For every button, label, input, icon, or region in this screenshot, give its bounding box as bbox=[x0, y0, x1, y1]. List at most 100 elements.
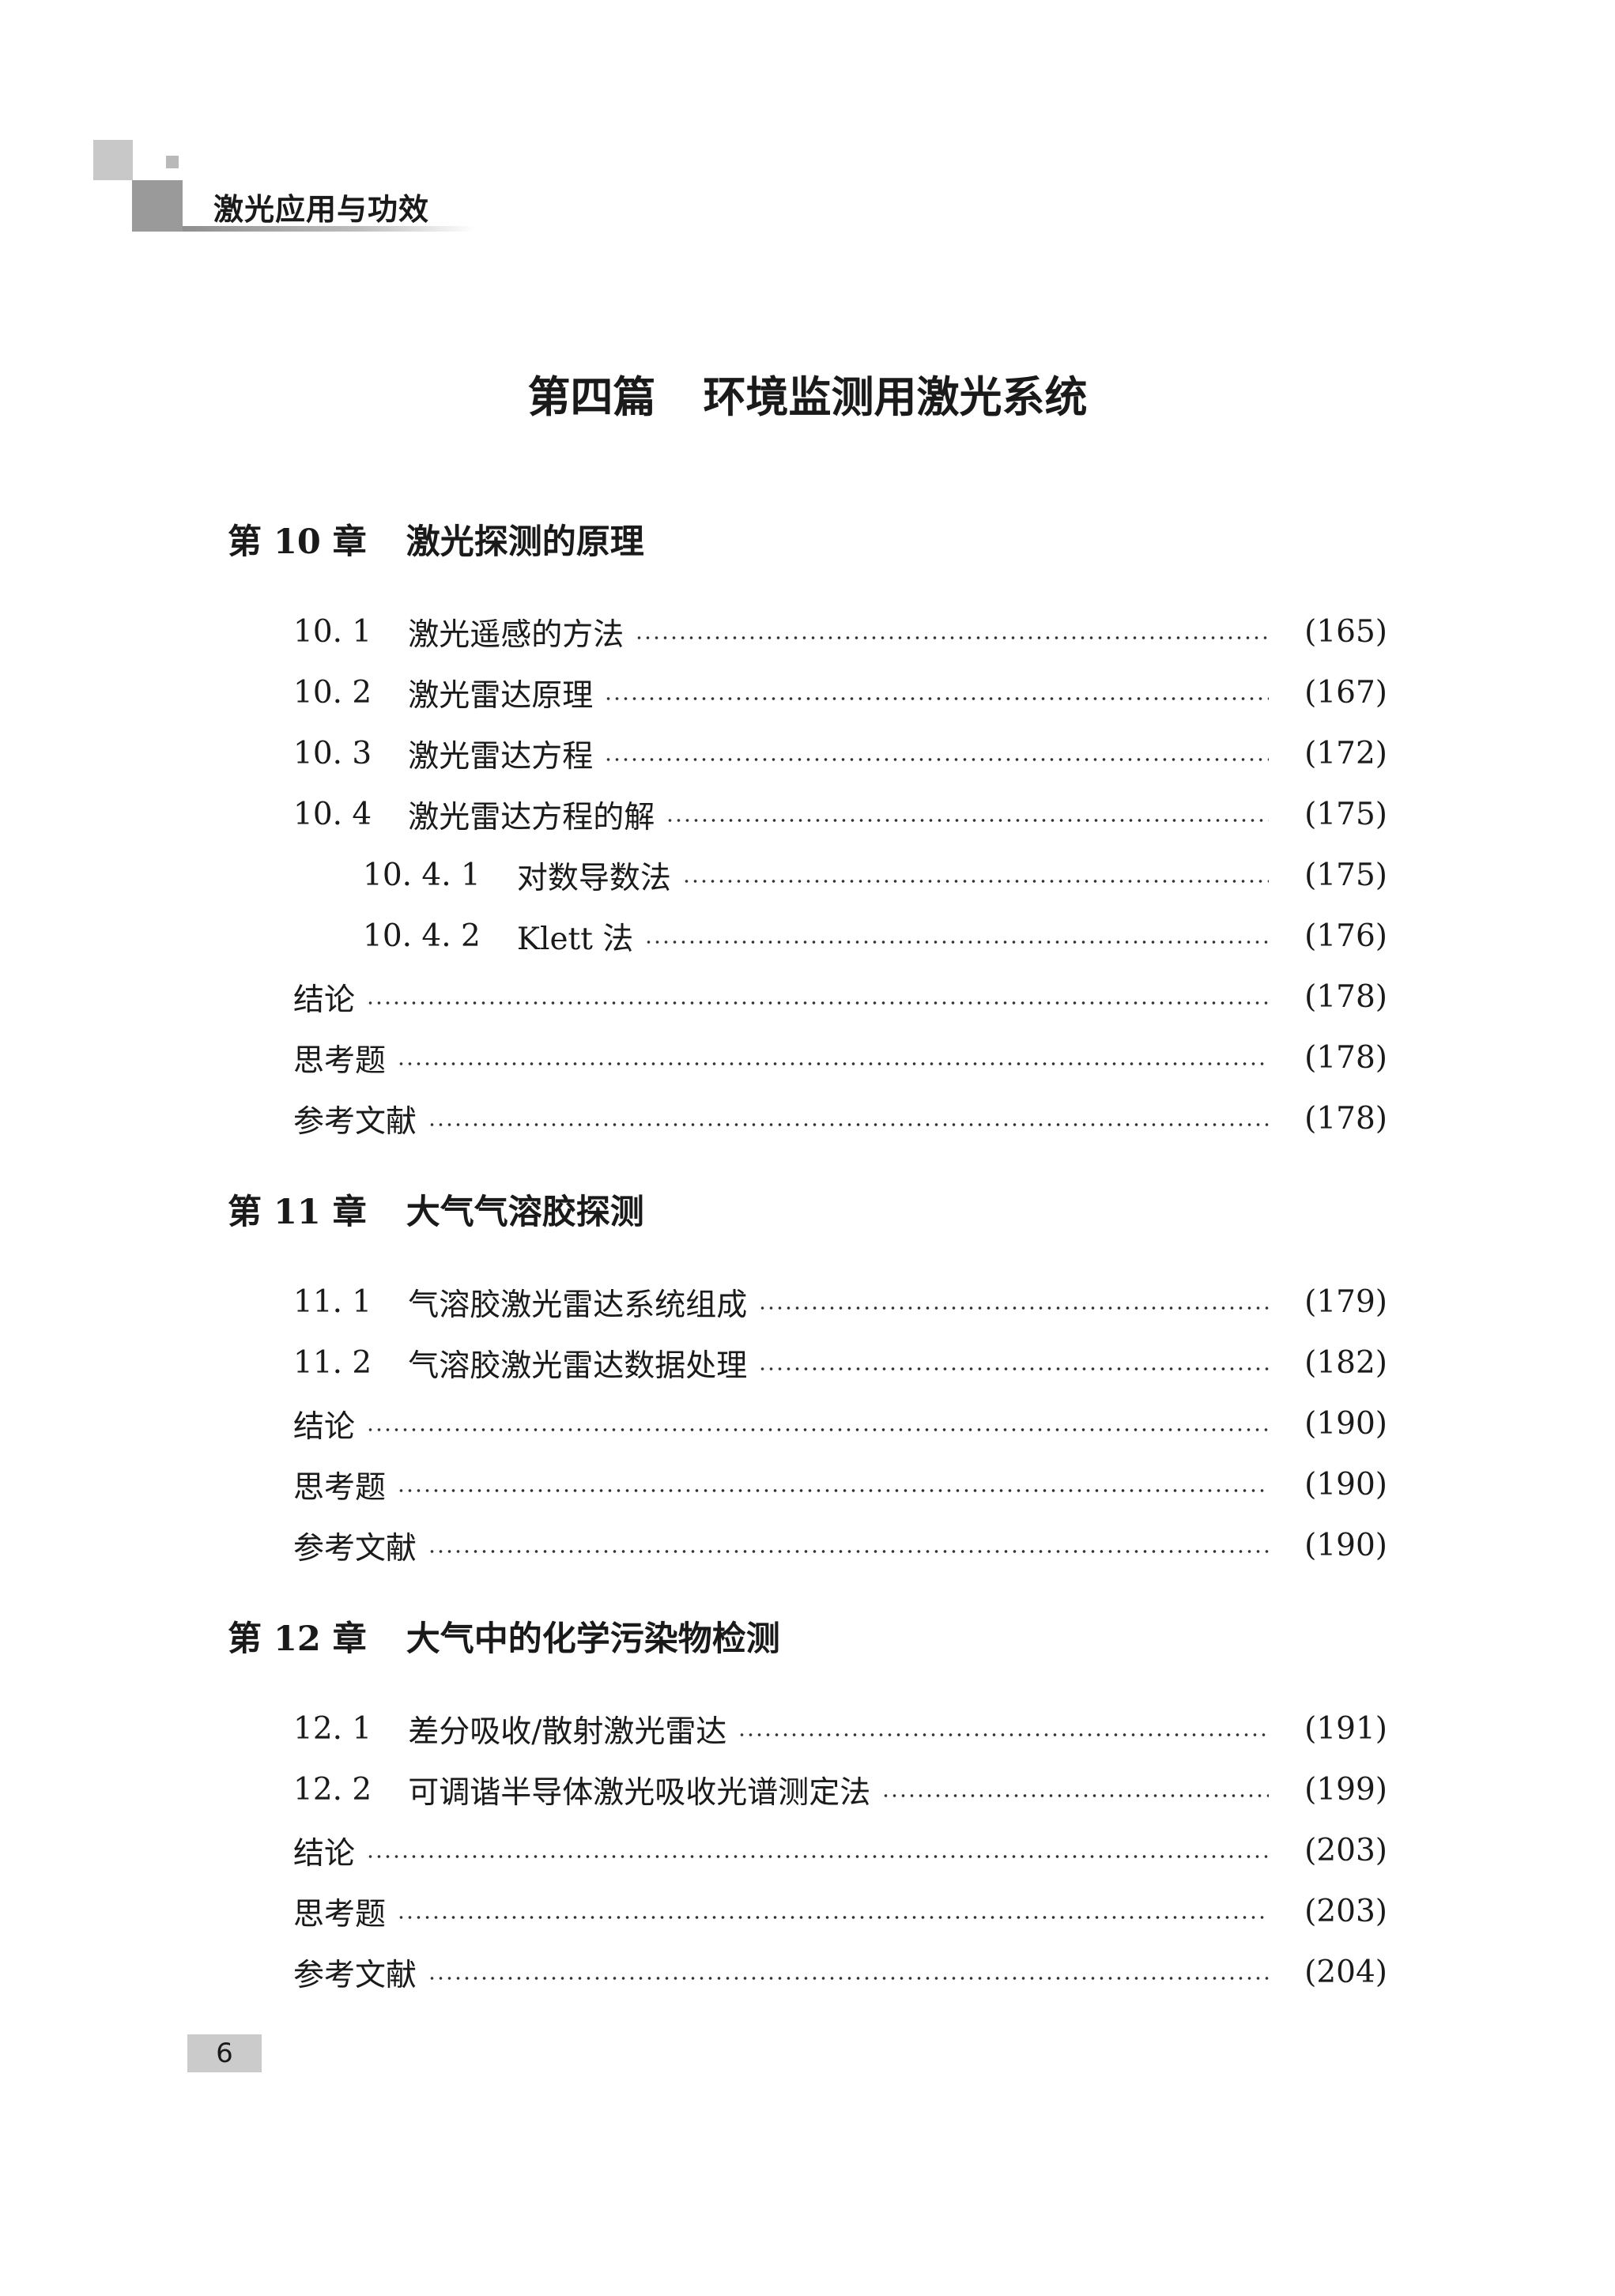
chapter-heading[interactable]: 第 11 章大气气溶胶探测 bbox=[0, 1182, 1615, 1243]
entry-title: 参考文献 bbox=[293, 1957, 417, 1993]
section-number: 10. 4. 2 bbox=[363, 918, 481, 954]
entry-title: 对数导数法 bbox=[516, 860, 671, 896]
entry-title: 气溶胶激光雷达数据处理 bbox=[408, 1348, 748, 1384]
entry-title: 激光雷达方程 bbox=[408, 738, 594, 775]
toc-entry[interactable]: 结论 (203) bbox=[0, 1820, 1387, 1881]
section-number: 10. 3 bbox=[293, 736, 372, 771]
section-number: 10. 1 bbox=[293, 614, 372, 650]
dot-leader bbox=[881, 1793, 1269, 1798]
dot-leader bbox=[635, 635, 1269, 640]
entry-page: (203) bbox=[1304, 1833, 1387, 1868]
chapter-label: 第 10 章 bbox=[228, 522, 367, 562]
toc-entry[interactable]: 结论 (178) bbox=[0, 967, 1387, 1027]
entry-page: (165) bbox=[1304, 614, 1387, 650]
entry-page: (178) bbox=[1304, 1101, 1387, 1137]
chapter-title: 激光探测的原理 bbox=[406, 522, 644, 562]
toc-entry[interactable]: 10. 1 激光遥感的方法 (165) bbox=[0, 601, 1387, 662]
section-number: 10. 4. 1 bbox=[363, 858, 481, 893]
toc-entry[interactable]: 结论 (190) bbox=[0, 1393, 1387, 1454]
entry-title: 激光雷达方程的解 bbox=[408, 799, 655, 835]
entry-title: 激光遥感的方法 bbox=[408, 616, 624, 653]
toc-entry[interactable]: 11. 1 气溶胶激光雷达系统组成 (179) bbox=[0, 1272, 1387, 1333]
entry-title: 激光雷达原理 bbox=[408, 677, 594, 714]
toc-entry[interactable]: 10. 4. 1 对数导数法 (175) bbox=[0, 845, 1387, 906]
toc-entry[interactable]: 参考文献 (204) bbox=[0, 1942, 1387, 2003]
header-decoration-square bbox=[93, 140, 133, 180]
toc-entry[interactable]: 思考题 (178) bbox=[0, 1027, 1387, 1088]
chapter-title: 大气气溶胶探测 bbox=[406, 1193, 644, 1232]
entry-title: Klett 法 bbox=[516, 921, 634, 957]
entry-page: (199) bbox=[1304, 1772, 1387, 1808]
header-decoration-square-small bbox=[166, 156, 179, 168]
toc-entry[interactable]: 思考题 (203) bbox=[0, 1881, 1387, 1942]
entry-page: (175) bbox=[1304, 858, 1387, 893]
entry-page: (179) bbox=[1304, 1284, 1387, 1320]
dot-leader bbox=[738, 1732, 1269, 1737]
toc-entry[interactable]: 10. 4 激光雷达方程的解 (175) bbox=[0, 784, 1387, 845]
dot-leader bbox=[666, 817, 1269, 823]
dot-leader bbox=[604, 696, 1269, 701]
dot-leader bbox=[758, 1305, 1269, 1310]
dot-leader bbox=[681, 878, 1269, 884]
toc-entry[interactable]: 11. 2 气溶胶激光雷达数据处理 (182) bbox=[0, 1333, 1387, 1393]
toc-entry[interactable]: 参考文献 (178) bbox=[0, 1088, 1387, 1149]
header-rule bbox=[183, 226, 475, 232]
dot-leader bbox=[366, 1853, 1269, 1859]
entry-title: 结论 bbox=[293, 1835, 356, 1872]
entry-page: (175) bbox=[1304, 797, 1387, 832]
entry-page: (191) bbox=[1304, 1711, 1387, 1747]
toc-entry[interactable]: 12. 2 可调谐半导体激光吸收光谱测定法 (199) bbox=[0, 1759, 1387, 1820]
entry-page: (178) bbox=[1304, 979, 1387, 1015]
entry-page: (190) bbox=[1304, 1528, 1387, 1563]
toc-entry[interactable]: 思考题 (190) bbox=[0, 1454, 1387, 1515]
entry-title: 差分吸收/散射激光雷达 bbox=[408, 1714, 727, 1750]
dot-leader bbox=[397, 1487, 1269, 1493]
running-header-title: 激光应用与功效 bbox=[213, 191, 430, 227]
toc-entry[interactable]: 参考文献 (190) bbox=[0, 1515, 1387, 1576]
toc-entry[interactable]: 10. 4. 2 Klett 法 (176) bbox=[0, 906, 1387, 967]
entry-page: (182) bbox=[1304, 1345, 1387, 1381]
entry-page: (190) bbox=[1304, 1467, 1387, 1502]
entry-title: 参考文献 bbox=[293, 1103, 417, 1140]
section-number: 11. 2 bbox=[293, 1345, 372, 1381]
chapter-label: 第 11 章 bbox=[228, 1193, 367, 1232]
chapter-title: 大气中的化学污染物检测 bbox=[406, 1619, 780, 1659]
chapter-heading[interactable]: 第 10 章激光探测的原理 bbox=[0, 512, 1615, 573]
dot-leader bbox=[366, 1000, 1269, 1005]
entry-title: 参考文献 bbox=[293, 1530, 417, 1566]
entry-page: (190) bbox=[1304, 1406, 1387, 1442]
entry-page: (178) bbox=[1304, 1040, 1387, 1076]
dot-leader bbox=[428, 1122, 1269, 1127]
chapter-heading[interactable]: 第 12 章大气中的化学污染物检测 bbox=[0, 1609, 1615, 1670]
toc-entry[interactable]: 12. 1 差分吸收/散射激光雷达 (191) bbox=[0, 1698, 1387, 1759]
entry-page: (167) bbox=[1304, 675, 1387, 711]
dot-leader bbox=[428, 1548, 1269, 1554]
part-title: 第四篇 环境监测用激光系统 bbox=[0, 362, 1615, 424]
entry-title: 气溶胶激光雷达系统组成 bbox=[408, 1287, 748, 1323]
page-number: 6 bbox=[187, 2034, 262, 2072]
entry-page: (204) bbox=[1304, 1955, 1387, 1990]
dot-leader bbox=[397, 1061, 1269, 1066]
chapter-label: 第 12 章 bbox=[228, 1619, 367, 1659]
entry-title: 思考题 bbox=[293, 1469, 387, 1506]
part-label: 第四篇 bbox=[527, 371, 656, 422]
part-name: 环境监测用激光系统 bbox=[703, 371, 1088, 422]
entry-title: 结论 bbox=[293, 1408, 356, 1445]
entry-page: (172) bbox=[1304, 736, 1387, 771]
section-number: 10. 4 bbox=[293, 797, 372, 832]
dot-leader bbox=[644, 939, 1269, 944]
dot-leader bbox=[428, 1975, 1269, 1981]
entry-page: (176) bbox=[1304, 918, 1387, 954]
entry-page: (203) bbox=[1304, 1894, 1387, 1929]
header-decoration-square-dark bbox=[132, 180, 183, 232]
toc-entry[interactable]: 10. 2 激光雷达原理 (167) bbox=[0, 662, 1387, 723]
table-of-contents: 第 10 章激光探测的原理 10. 1 激光遥感的方法 (165) 10. 2 激光雷达原… bbox=[0, 512, 1615, 2003]
entry-title: 思考题 bbox=[293, 1042, 387, 1079]
entry-title: 结论 bbox=[293, 982, 356, 1018]
dot-leader bbox=[604, 756, 1269, 762]
section-number: 12. 2 bbox=[293, 1772, 372, 1808]
entry-title: 思考题 bbox=[293, 1896, 387, 1932]
dot-leader bbox=[366, 1427, 1269, 1432]
entry-title: 可调谐半导体激光吸收光谱测定法 bbox=[408, 1774, 871, 1811]
toc-entry[interactable]: 10. 3 激光雷达方程 (172) bbox=[0, 723, 1387, 784]
